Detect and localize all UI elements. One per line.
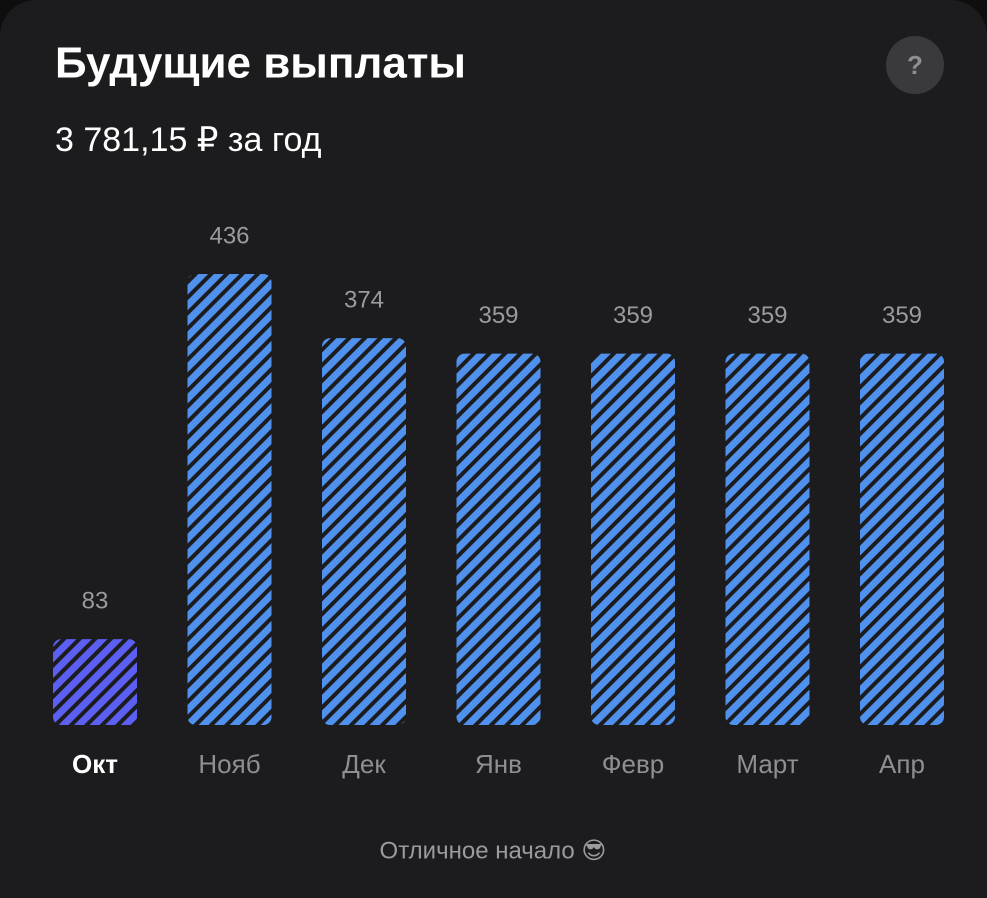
title: Будущие выплаты xyxy=(55,39,466,88)
x-tick-label: Февр xyxy=(602,749,665,779)
x-tick-label: Дек xyxy=(342,749,386,779)
bar xyxy=(860,353,944,725)
bar xyxy=(725,353,810,725)
bar xyxy=(187,274,272,725)
bar xyxy=(456,353,541,725)
bar xyxy=(322,338,406,725)
bar xyxy=(591,353,675,725)
x-tick-label: Март xyxy=(736,749,798,779)
bar xyxy=(53,639,137,725)
value-label: 359 xyxy=(613,302,653,329)
value-label: 374 xyxy=(344,286,384,313)
help-button-label[interactable]: ? xyxy=(907,50,923,80)
help-button-bg[interactable] xyxy=(886,36,944,94)
value-label: 83 xyxy=(82,587,109,614)
help-button[interactable]: ? xyxy=(886,36,944,94)
value-label: 359 xyxy=(747,302,787,329)
value-label: 436 xyxy=(209,222,249,249)
footer: Отличное начало 😎 xyxy=(380,837,607,864)
subtitle: 3 781,15 ₽ за год xyxy=(55,121,322,159)
x-tick-label: Окт xyxy=(72,749,118,779)
x-tick-label: Янв xyxy=(475,749,522,779)
x-tick-label: Нояб xyxy=(198,749,260,779)
x-tick-label: Апр xyxy=(879,749,925,779)
value-label: 359 xyxy=(478,302,518,329)
value-label: 359 xyxy=(882,302,922,329)
